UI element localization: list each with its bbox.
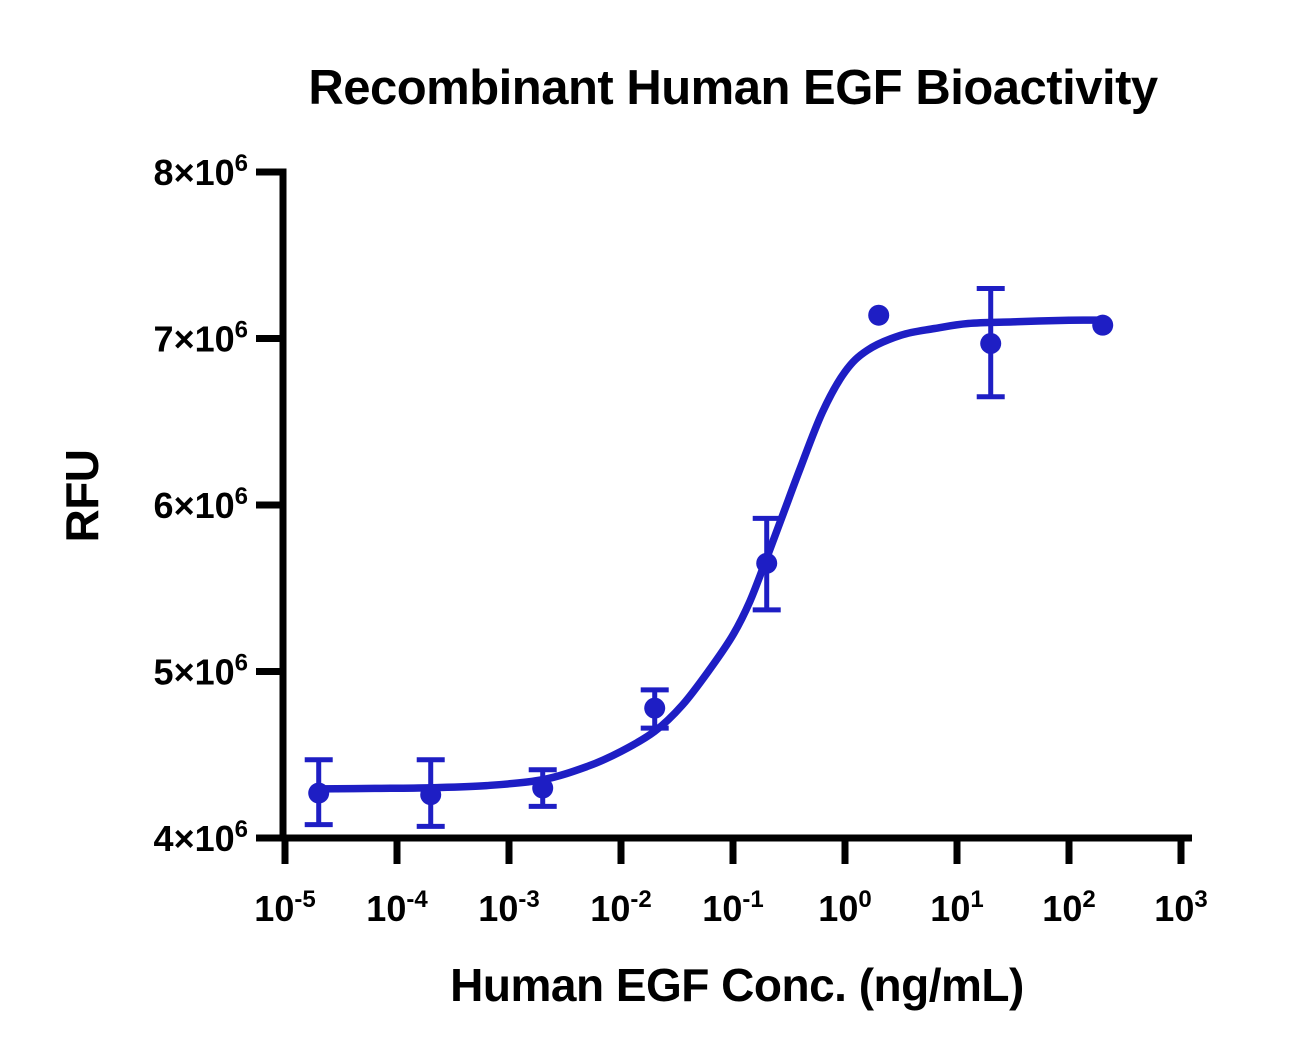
x-tick-label: 10-4 — [366, 886, 428, 929]
y-tick-label: 6×106 — [154, 483, 248, 526]
data-point-marker — [532, 777, 554, 799]
y-tick-label: 8×106 — [154, 150, 248, 193]
data-point-marker — [756, 552, 778, 574]
chart-title: Recombinant Human EGF Bioactivity — [308, 61, 1158, 115]
x-tick-label: 101 — [930, 886, 983, 929]
fit-curve — [314, 316, 1107, 793]
data-point-marker — [868, 304, 890, 326]
data-point-marker — [980, 332, 1002, 354]
data-point-marker — [308, 782, 330, 804]
x-tick-label: 102 — [1042, 886, 1095, 929]
x-tick-label: 103 — [1154, 886, 1207, 929]
y-tick-label: 7×106 — [154, 317, 248, 360]
x-tick-label: 10-1 — [702, 886, 763, 929]
x-tick-label: 10-2 — [590, 886, 651, 929]
data-point-marker — [420, 784, 442, 806]
x-axis-title: Human EGF Conc. (ng/mL) — [450, 959, 1024, 1011]
plot-series — [304, 286, 1114, 829]
x-tick-label: 100 — [818, 886, 871, 929]
data-point-marker — [1092, 314, 1114, 336]
x-tick-label: 10-5 — [254, 886, 315, 929]
y-axis-title: RFU — [56, 449, 108, 542]
x-tick-label: 10-3 — [478, 886, 539, 929]
y-tick-label: 4×106 — [154, 816, 248, 859]
data-point-marker — [644, 697, 666, 719]
y-tick-label: 5×106 — [154, 650, 248, 693]
axes: 4×106 5×106 6×106 7×106 8×106 10-5 10-4 10-3 10-… — [154, 150, 1208, 929]
